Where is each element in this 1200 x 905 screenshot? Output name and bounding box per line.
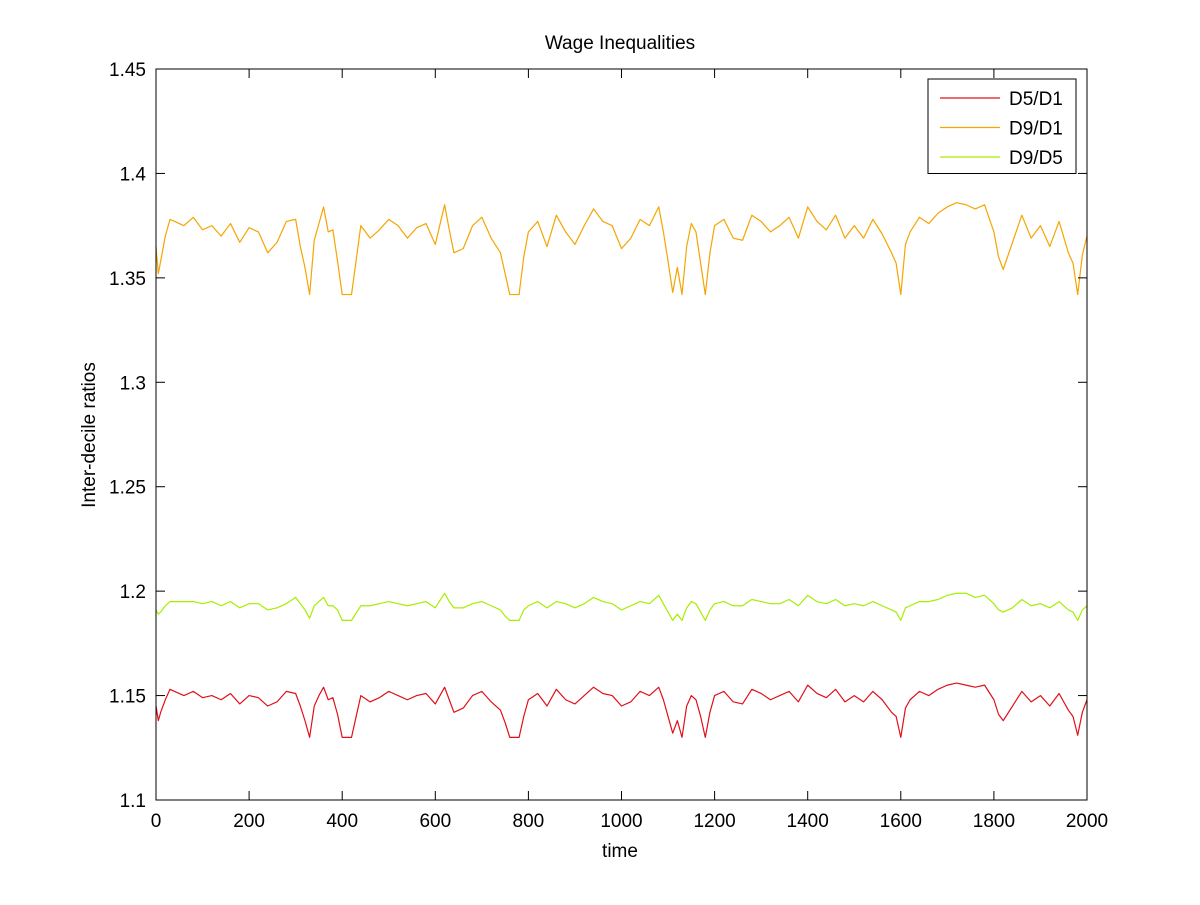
x-tick-label: 2000: [1066, 811, 1108, 832]
legend-label-1: D5/D1: [1009, 89, 1063, 110]
y-tick-label: 1.1: [120, 791, 146, 812]
legend-box: [927, 78, 1077, 174]
x-tick-label: 200: [233, 811, 265, 832]
legend: D5/D1 D9/D1 D9/D5: [927, 78, 1077, 174]
series-line-1: [155, 682, 1088, 738]
legend-label-2: D9/D1: [1009, 119, 1063, 140]
x-tick-label: 400: [326, 811, 358, 832]
plot-area: [155, 202, 1088, 738]
legend-label-3: D9/D5: [1009, 148, 1063, 169]
y-tick-label: 1.4: [120, 164, 147, 185]
y-tick-label: 1.15: [109, 687, 146, 708]
series-line-2: [155, 202, 1088, 296]
x-tick-label: 1600: [880, 811, 922, 832]
y-tick-label: 1.2: [120, 582, 146, 603]
y-tick-label: 1.3: [120, 373, 146, 394]
x-tick-label: 800: [513, 811, 545, 832]
y-tick-label: 1.45: [109, 60, 146, 81]
series-line-3: [155, 592, 1088, 621]
x-tick-label: 600: [419, 811, 451, 832]
x-tick-label: 1400: [787, 811, 829, 832]
y-axis-title: Inter-decile ratios: [79, 362, 100, 508]
chart-title: Wage Inequalities: [545, 33, 695, 54]
x-axis-title: time: [602, 841, 638, 862]
axes: 0 200 400 600 800 1000 1200 1400 1600 1800 2000 1.1…: [109, 60, 1108, 832]
x-tick-label: 1800: [973, 811, 1015, 832]
x-tick-label: 1200: [693, 811, 735, 832]
x-tick-label: 1000: [600, 811, 642, 832]
x-tick-label: 0: [151, 811, 162, 832]
y-tick-label: 1.35: [109, 269, 146, 290]
y-tick-label: 1.25: [109, 478, 146, 499]
